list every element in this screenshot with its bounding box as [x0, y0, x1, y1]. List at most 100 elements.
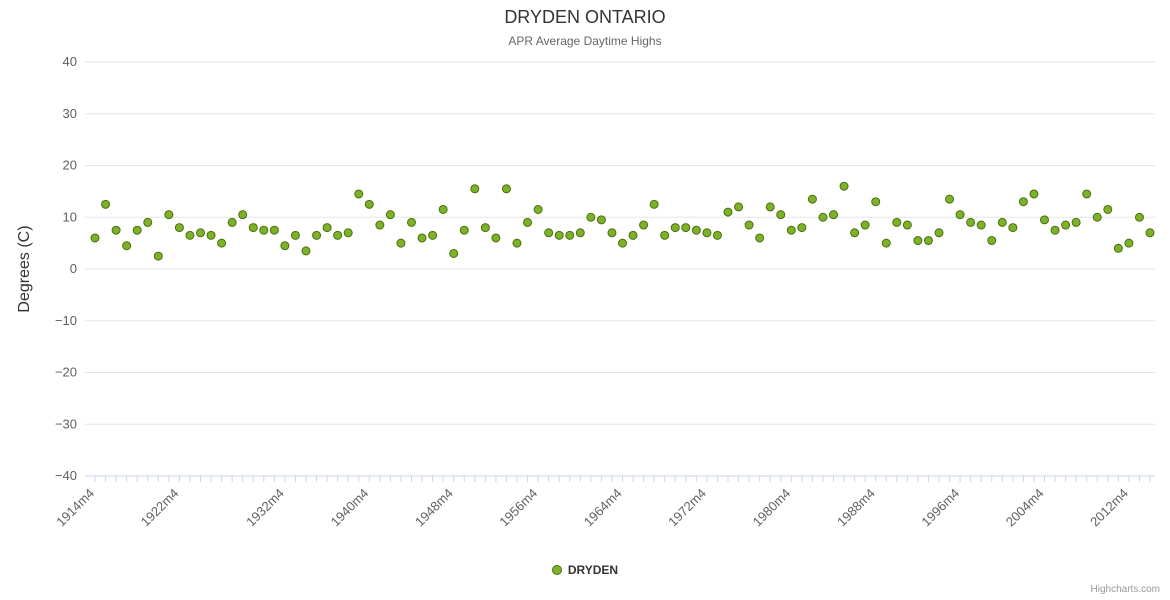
data-point[interactable] — [554, 230, 564, 240]
data-point[interactable] — [649, 199, 659, 209]
data-point[interactable] — [143, 217, 153, 227]
data-point[interactable] — [533, 204, 543, 214]
data-point[interactable] — [290, 230, 300, 240]
data-point[interactable] — [90, 233, 100, 243]
data-point[interactable] — [1040, 215, 1049, 225]
data-point[interactable] — [607, 228, 617, 238]
data-point[interactable] — [565, 230, 575, 240]
data-point[interactable] — [976, 220, 986, 230]
data-point[interactable] — [786, 225, 796, 235]
data-point[interactable] — [618, 238, 627, 248]
data-point[interactable] — [153, 251, 163, 261]
data-point[interactable] — [871, 197, 881, 207]
data-point[interactable] — [385, 210, 395, 220]
data-point[interactable] — [723, 207, 733, 217]
data-point[interactable] — [227, 217, 237, 227]
data-point[interactable] — [269, 225, 279, 235]
data-point[interactable] — [491, 233, 501, 243]
data-point[interactable] — [934, 228, 944, 238]
data-point[interactable] — [480, 223, 490, 233]
data-point[interactable] — [913, 236, 923, 246]
data-point[interactable] — [1092, 212, 1102, 222]
data-point[interactable] — [238, 210, 248, 220]
data-point[interactable] — [396, 238, 406, 248]
data-point[interactable] — [407, 217, 416, 227]
data-point[interactable] — [850, 228, 860, 238]
data-point[interactable] — [702, 228, 712, 238]
data-point[interactable] — [765, 202, 775, 212]
data-point[interactable] — [807, 194, 817, 204]
data-point[interactable] — [681, 223, 691, 233]
data-point[interactable] — [417, 233, 427, 243]
data-point[interactable] — [428, 230, 438, 240]
data-point[interactable] — [322, 223, 332, 233]
data-point[interactable] — [987, 236, 997, 246]
data-point[interactable] — [744, 220, 754, 230]
data-point[interactable] — [691, 225, 701, 235]
data-point[interactable] — [1082, 189, 1092, 199]
data-point[interactable] — [364, 199, 374, 209]
data-point[interactable] — [1018, 197, 1028, 207]
data-point[interactable] — [206, 230, 216, 240]
data-point[interactable] — [1061, 220, 1071, 230]
data-point[interactable] — [459, 225, 469, 235]
legend-item-dryden[interactable]: DRYDEN — [0, 563, 1170, 577]
data-point[interactable] — [892, 217, 902, 227]
data-point[interactable] — [1071, 217, 1081, 227]
data-point[interactable] — [333, 230, 343, 240]
data-point[interactable] — [122, 241, 132, 251]
data-point[interactable] — [312, 230, 322, 240]
data-point[interactable] — [586, 212, 596, 222]
data-point[interactable] — [111, 225, 121, 235]
data-point[interactable] — [660, 230, 670, 240]
data-point[interactable] — [945, 194, 955, 204]
data-point[interactable] — [101, 199, 111, 209]
data-point[interactable] — [839, 181, 849, 191]
data-point[interactable] — [818, 212, 828, 222]
data-point[interactable] — [902, 220, 912, 230]
data-point[interactable] — [470, 184, 480, 194]
data-point[interactable] — [1145, 228, 1155, 238]
data-point[interactable] — [512, 238, 522, 248]
data-point[interactable] — [259, 225, 269, 235]
data-point[interactable] — [860, 220, 870, 230]
data-point[interactable] — [196, 228, 205, 238]
data-point[interactable] — [301, 246, 311, 256]
data-point[interactable] — [501, 184, 511, 194]
data-point[interactable] — [438, 204, 448, 214]
data-point[interactable] — [923, 236, 933, 246]
data-point[interactable] — [776, 210, 786, 220]
data-point[interactable] — [132, 225, 142, 235]
data-point[interactable] — [1124, 238, 1134, 248]
data-point[interactable] — [639, 220, 649, 230]
data-point[interactable] — [1008, 223, 1018, 233]
data-point[interactable] — [280, 241, 290, 251]
data-point[interactable] — [829, 210, 838, 220]
data-point[interactable] — [575, 228, 585, 238]
data-point[interactable] — [343, 228, 353, 238]
data-point[interactable] — [217, 238, 227, 248]
data-point[interactable] — [1029, 189, 1039, 199]
data-point[interactable] — [628, 230, 638, 240]
data-point[interactable] — [596, 215, 606, 225]
data-point[interactable] — [174, 223, 184, 233]
data-point[interactable] — [1113, 243, 1123, 253]
data-point[interactable] — [523, 217, 533, 227]
data-point[interactable] — [354, 189, 364, 199]
data-point[interactable] — [164, 210, 174, 220]
data-point[interactable] — [966, 217, 976, 227]
data-point[interactable] — [544, 228, 554, 238]
data-point[interactable] — [670, 223, 680, 233]
data-point[interactable] — [797, 223, 807, 233]
data-point[interactable] — [449, 248, 459, 258]
data-point[interactable] — [1134, 212, 1144, 222]
data-point[interactable] — [734, 202, 744, 212]
data-point[interactable] — [1050, 225, 1060, 235]
data-point[interactable] — [248, 223, 258, 233]
data-point[interactable] — [1103, 204, 1113, 214]
data-point[interactable] — [997, 217, 1007, 227]
data-point[interactable] — [375, 220, 385, 230]
credits-link[interactable]: Highcharts.com — [1090, 584, 1160, 595]
data-point[interactable] — [185, 230, 195, 240]
data-point[interactable] — [955, 210, 965, 220]
